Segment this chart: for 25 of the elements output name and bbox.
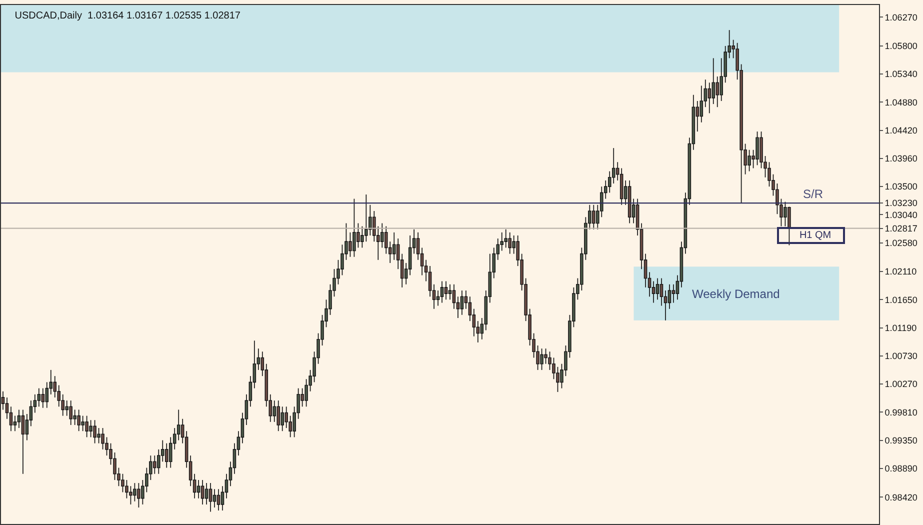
- y-tick-label: 1.04880: [884, 97, 918, 108]
- y-tick-label: 1.00270: [884, 379, 918, 390]
- y-tick-label: 0.98420: [884, 492, 918, 502]
- y-tick-label: 1.02580: [884, 238, 918, 248]
- y-tick-label: 1.01190: [884, 322, 917, 333]
- y-tick-label: 1.03960: [884, 154, 918, 164]
- y-tick-label: 1.01650: [884, 294, 918, 305]
- y-tick-label: 1.03500: [884, 182, 918, 192]
- y-tick-label: 0.99810: [884, 407, 918, 418]
- band-label: Weekly Demand: [692, 287, 780, 301]
- candlestick: [364, 194, 368, 242]
- y-tick-label: 1.03040: [884, 210, 918, 220]
- text: USDCAD,Daily 1.03164 1.03167 1.02535 1.02817: [14, 10, 241, 22]
- annotation: H1 QM: [780, 230, 842, 241]
- y-tick-label: 1.04420: [884, 125, 918, 136]
- y-tick-label: 1.05800: [884, 41, 918, 52]
- y-tick-label: 1.02817: [884, 223, 918, 234]
- y-tick-label: 1.02110: [884, 266, 917, 277]
- y-tick-label: 0.99350: [884, 435, 918, 446]
- y-tick-label: 0.98890: [884, 464, 918, 474]
- y-tick-label: 1.05340: [884, 69, 918, 80]
- y-tick-label: 1.03230: [884, 198, 918, 208]
- ref-line-label: S/R: [803, 187, 824, 201]
- y-tick-label: 1.00730: [884, 351, 918, 362]
- y-tick-label: 1.06270: [884, 12, 918, 22]
